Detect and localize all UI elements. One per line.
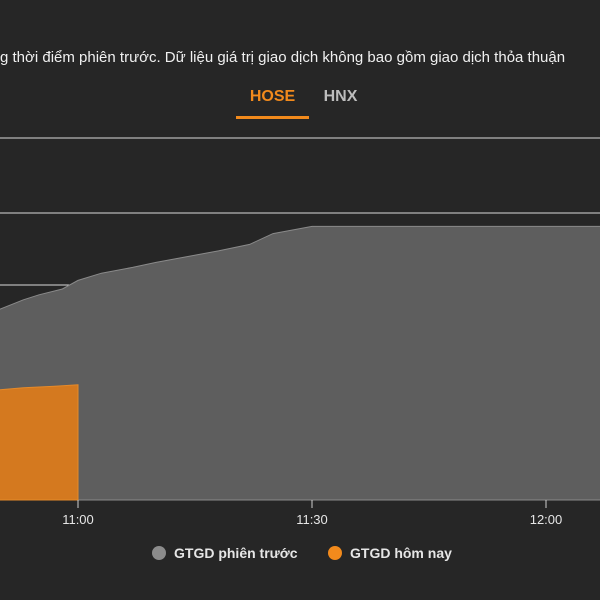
- x-tick-label: 11:00: [62, 512, 94, 527]
- data-disclaimer-text: g thời điểm phiên trước. Dữ liệu giá trị…: [0, 49, 566, 66]
- area-series-today[interactable]: [0, 384, 79, 501]
- exchange-tabs: HOSE HNX: [0, 86, 600, 120]
- tab-hose[interactable]: HOSE: [236, 86, 309, 119]
- area-series-previous-session[interactable]: [0, 183, 600, 501]
- legend-item-previous-session[interactable]: GTGD phiên trước: [152, 545, 298, 561]
- x-tick-label: 11:30: [296, 512, 328, 527]
- legend-item-today[interactable]: GTGD hôm nay: [328, 545, 452, 561]
- x-tick-label: 12:00: [530, 512, 563, 527]
- legend-dot-previous-icon: [152, 546, 166, 560]
- chart-legend: GTGD phiên trước GTGD hôm nay: [0, 545, 600, 565]
- legend-label-previous: GTGD phiên trước: [174, 545, 298, 561]
- legend-label-today: GTGD hôm nay: [350, 545, 452, 561]
- legend-dot-today-icon: [328, 546, 342, 560]
- tab-hnx[interactable]: HNX: [323, 88, 358, 105]
